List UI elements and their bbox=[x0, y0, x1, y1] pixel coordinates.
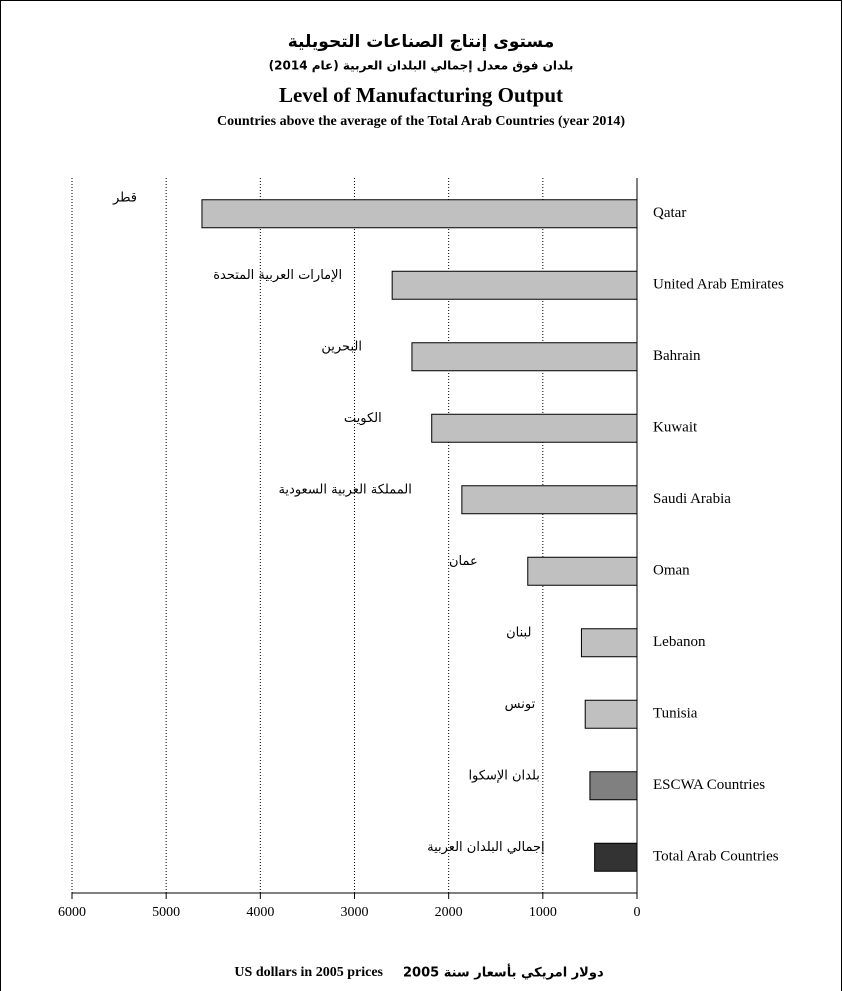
bar bbox=[461, 485, 638, 515]
chart-subtitle-ar: بلدان فوق معدل إجمالي البلدان العربية (ع… bbox=[269, 59, 574, 74]
x-tick-label: 3000 bbox=[341, 905, 369, 920]
bar bbox=[527, 556, 638, 586]
x-tick-label: 0 bbox=[634, 905, 641, 920]
bar bbox=[584, 699, 638, 729]
x-tick-label: 2000 bbox=[435, 905, 463, 920]
x-axis-label-ar: دولار امريكي بأسعار سنة 2005 bbox=[403, 964, 604, 981]
bar bbox=[411, 342, 638, 372]
bar bbox=[589, 771, 638, 801]
category-label-ar: بلدان الإسكوا bbox=[468, 768, 539, 783]
category-label-ar: الكويت bbox=[344, 411, 382, 426]
x-axis-label: US dollars in 2005 prices bbox=[234, 965, 383, 980]
category-label-ar: إجمالي البلدان العربية bbox=[427, 840, 545, 855]
category-label-ar: البحرين bbox=[321, 339, 362, 354]
bar bbox=[580, 628, 638, 658]
chart-title: Level of Manufacturing Output bbox=[279, 83, 563, 107]
category-label-ar: المملكة العربية السعودية bbox=[278, 482, 411, 497]
bar bbox=[431, 413, 638, 443]
bar bbox=[391, 270, 638, 300]
category-label: Bahrain bbox=[653, 348, 701, 364]
category-label: ESCWA Countries bbox=[653, 777, 765, 793]
x-tick-label: 1000 bbox=[529, 905, 557, 920]
chart-subtitle: Countries above the average of the Total… bbox=[217, 114, 625, 129]
category-label-ar: لبنان bbox=[506, 625, 531, 640]
category-label: Kuwait bbox=[653, 420, 698, 436]
x-tick-label: 4000 bbox=[246, 905, 274, 920]
category-label: United Arab Emirates bbox=[653, 277, 784, 293]
chart-title-ar: مستوى إنتاج الصناعات التحويلية bbox=[288, 32, 555, 52]
x-tick-label: 6000 bbox=[58, 905, 86, 920]
category-label-ar: عمان bbox=[449, 554, 478, 569]
category-label-ar: قطر bbox=[112, 190, 137, 205]
category-label: Tunisia bbox=[653, 706, 698, 722]
category-label-ar: الإمارات العربية المتحدة bbox=[213, 268, 342, 283]
category-label: Saudi Arabia bbox=[653, 491, 731, 507]
category-label: Oman bbox=[653, 563, 690, 579]
bar bbox=[201, 199, 638, 229]
x-tick-label: 5000 bbox=[152, 905, 180, 920]
category-label: Lebanon bbox=[653, 634, 706, 650]
bar bbox=[594, 842, 638, 872]
category-label-ar: تونس bbox=[505, 697, 536, 712]
category-label: Total Arab Countries bbox=[653, 849, 779, 865]
category-label: Qatar bbox=[653, 205, 686, 221]
